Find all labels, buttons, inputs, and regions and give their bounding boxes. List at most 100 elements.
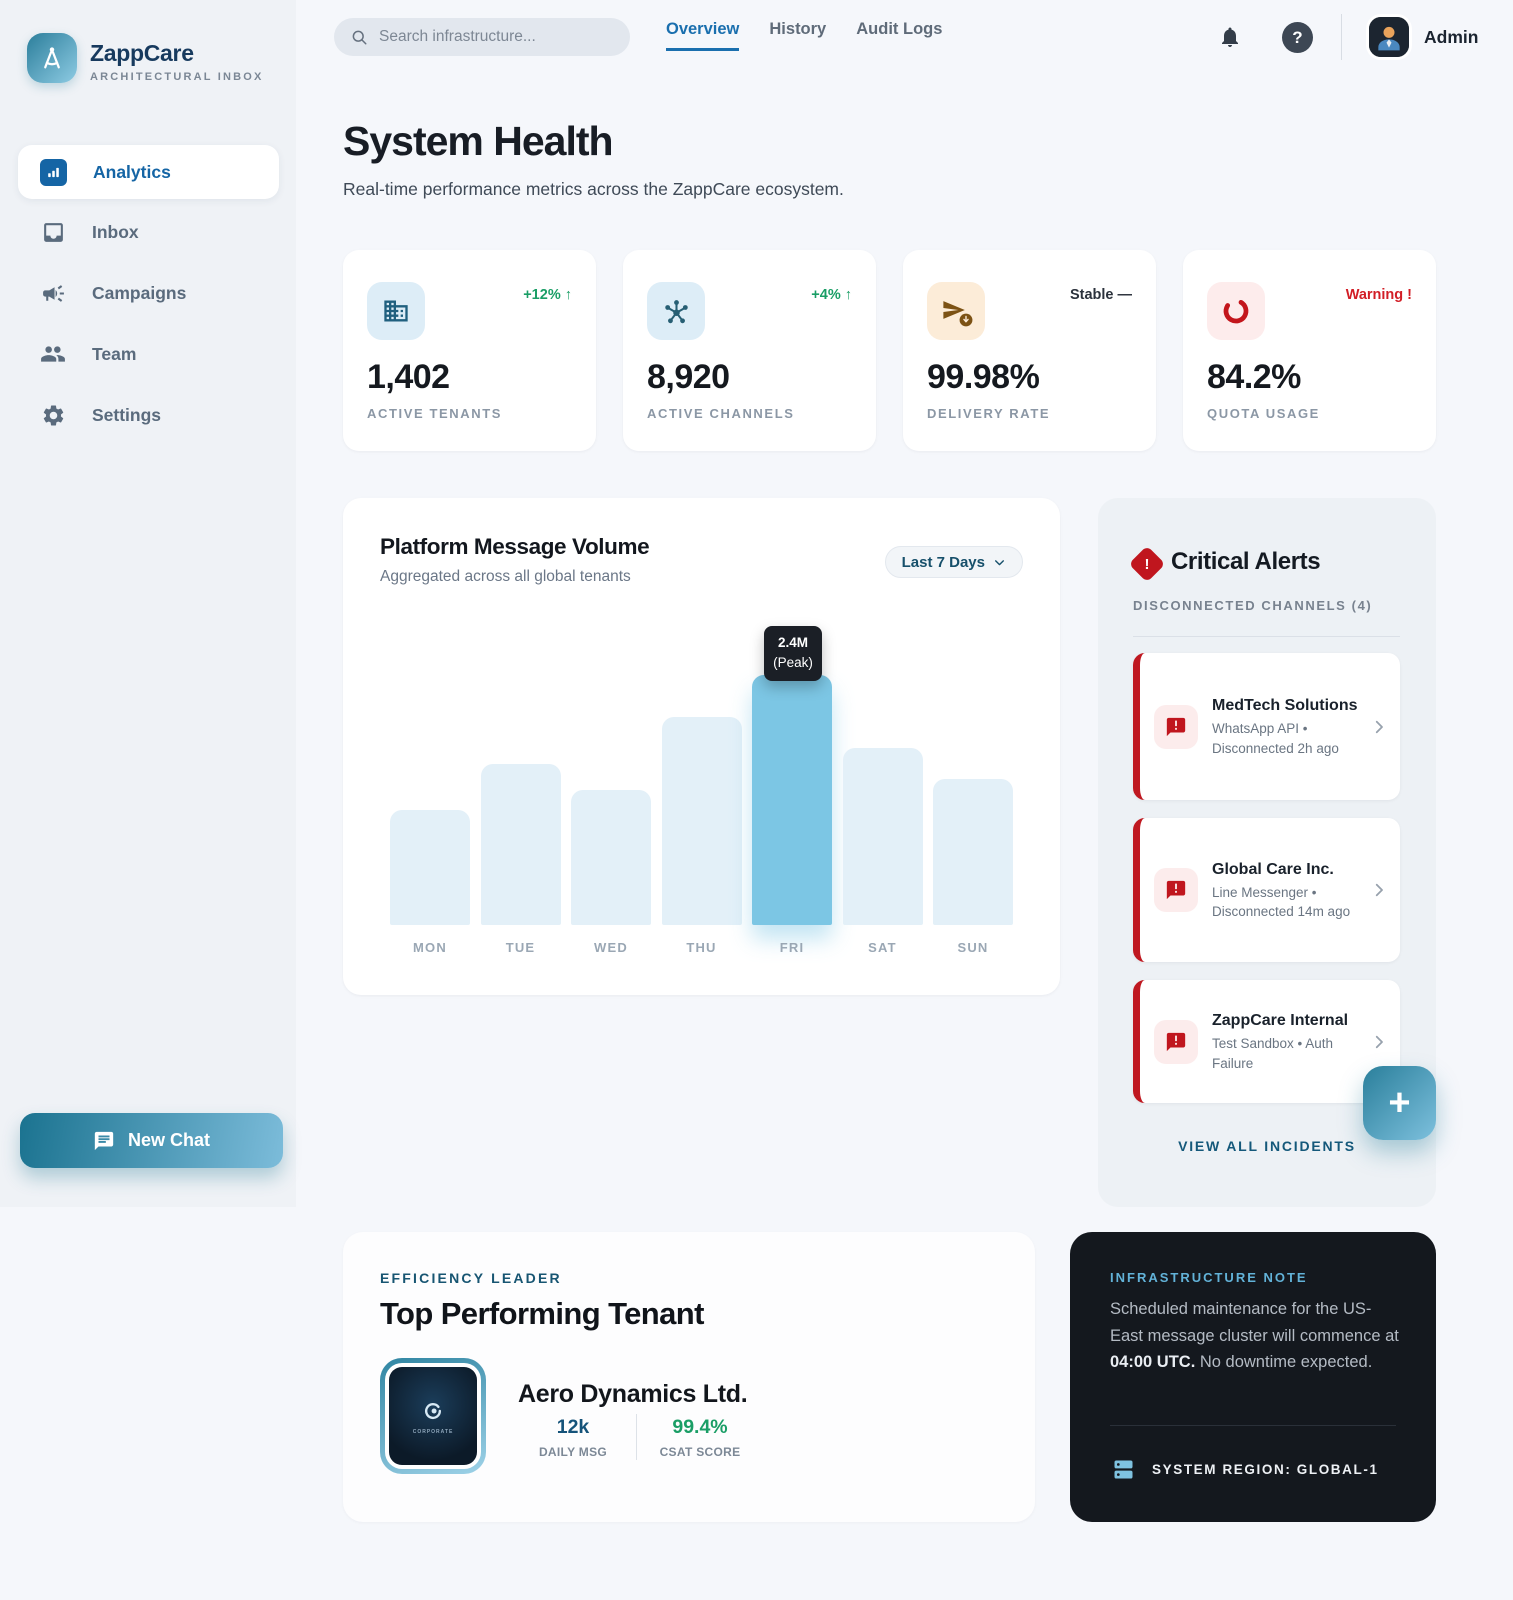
page-title: System Health [343, 118, 614, 164]
stat-label: ACTIVE TENANTS [367, 406, 503, 421]
x-axis-labels: MON TUE WED THU FRI SAT SUN [390, 940, 1013, 955]
csat-label: CSAT SCORE [659, 1444, 741, 1459]
tab-audit-logs[interactable]: Audit Logs [856, 20, 943, 38]
x-tick: FRI [779, 940, 805, 955]
people-icon [40, 341, 66, 367]
tooltip-value: 2.4M [777, 635, 808, 650]
alert-bubble-icon [1154, 868, 1198, 912]
chevron-right-icon[interactable] [1370, 881, 1388, 899]
alert-title: MedTech Solutions [1212, 697, 1358, 715]
bar-sun[interactable] [933, 779, 1013, 925]
megaphone-icon [40, 280, 66, 306]
sidebar-item-settings[interactable]: Settings [18, 390, 279, 440]
message-volume-chart-card: Platform Message Volume Aggregated acros… [343, 498, 1060, 995]
bar-mon[interactable] [390, 810, 470, 925]
tenant-eyebrow: EFFICIENCY LEADER [380, 1270, 562, 1286]
chart-title: Platform Message Volume [380, 534, 650, 559]
alert-title: ZappCare Internal [1212, 1012, 1349, 1030]
add-button[interactable]: + [1363, 1066, 1436, 1140]
tenant-stats: 12k DAILY MSG 99.4% CSAT SCORE [518, 1414, 755, 1460]
gear-icon [40, 402, 66, 428]
avatar[interactable] [1369, 17, 1409, 57]
plus-icon: + [1388, 1081, 1411, 1124]
sidebar-item-label: Team [92, 343, 137, 364]
view-all-incidents-link[interactable]: VIEW ALL INCIDENTS [1178, 1138, 1356, 1154]
alert-card-zappcare-internal[interactable]: ZappCare Internal Test Sandbox • Auth Fa… [1133, 980, 1400, 1103]
search-input[interactable] [379, 28, 599, 46]
bar-fri[interactable] [752, 675, 832, 925]
x-tick: SUN [957, 940, 989, 955]
search-bar[interactable] [334, 18, 630, 56]
note-eyebrow: INFRASTRUCTURE NOTE [1110, 1270, 1308, 1285]
chart-subtitle: Aggregated across all global tenants [380, 568, 631, 585]
hub-icon [647, 282, 705, 340]
stat-card-active-channels: +4% ↑ 8,920 ACTIVE CHANNELS [623, 250, 876, 451]
stat-card-quota-usage: Warning ! 84.2% QUOTA USAGE [1183, 250, 1436, 451]
alert-diamond-icon: ! [1128, 545, 1166, 583]
sidebar-item-label: Campaigns [92, 282, 187, 303]
chevron-right-icon[interactable] [1370, 1033, 1388, 1051]
tenant-name: Aero Dynamics Ltd. [518, 1380, 748, 1408]
stat-label: ACTIVE CHANNELS [647, 406, 795, 421]
x-tick: MON [413, 940, 447, 955]
sidebar-item-team[interactable]: Team [18, 329, 279, 379]
alerts-title: Critical Alerts [1171, 548, 1321, 575]
brand-name: ZappCare [90, 40, 194, 66]
sidebar: ZappCare ARCHITECTURAL INBOX Analytics I… [0, 0, 296, 1207]
alert-title: Global Care Inc. [1212, 860, 1334, 878]
bar-wed[interactable] [571, 790, 651, 925]
bar-chart-icon [40, 158, 67, 186]
quota-arc-icon [1207, 282, 1265, 340]
daily-msg-label: DAILY MSG [538, 1444, 608, 1459]
tenant-logo: CORPORATE [380, 1358, 486, 1474]
alert-detail: Test Sandbox • Auth Failure [1212, 1036, 1334, 1071]
note-divider [1110, 1425, 1396, 1426]
tab-history[interactable]: History [769, 20, 827, 38]
stat-trend: +12% ↑ [523, 287, 572, 303]
date-range-dropdown[interactable]: Last 7 Days [884, 546, 1023, 578]
chevron-right-icon[interactable] [1370, 718, 1388, 736]
sidebar-item-campaigns[interactable]: Campaigns [18, 268, 279, 318]
server-icon [1110, 1456, 1137, 1483]
sidebar-item-label: Analytics [93, 161, 171, 182]
alert-bubble-icon [1154, 1019, 1198, 1064]
sidebar-item-analytics[interactable]: Analytics [18, 145, 279, 199]
chevron-down-icon [993, 556, 1006, 569]
tenant-title: Top Performing Tenant [380, 1296, 704, 1331]
compass-icon [38, 44, 66, 72]
stat-label: QUOTA USAGE [1207, 406, 1320, 421]
tab-overview[interactable]: Overview [666, 20, 740, 51]
help-icon[interactable]: ? [1282, 22, 1313, 53]
page-subtitle: Real-time performance metrics across the… [343, 179, 844, 199]
sidebar-item-inbox[interactable]: Inbox [18, 207, 279, 257]
alert-card-globalcare[interactable]: Global Care Inc. Line Messenger • Discon… [1133, 818, 1400, 962]
stat-label: DELIVERY RATE [927, 406, 1051, 421]
alert-card-medtech[interactable]: MedTech Solutions WhatsApp API • Disconn… [1133, 653, 1400, 800]
bar-tue[interactable] [480, 764, 561, 925]
stat-trend: Stable — [1069, 287, 1132, 303]
system-region-label: SYSTEM REGION: GLOBAL-1 [1152, 1462, 1379, 1477]
chat-icon [93, 1130, 115, 1152]
bar-sat[interactable] [842, 748, 923, 925]
top-tenant-card: EFFICIENCY LEADER Top Performing Tenant … [343, 1232, 1035, 1522]
notifications-bell-icon[interactable] [1216, 22, 1244, 52]
infrastructure-note-card: INFRASTRUCTURE NOTE Scheduled maintenanc… [1070, 1232, 1436, 1522]
x-tick: TUE [505, 940, 536, 955]
stat-value: 84.2% [1207, 358, 1301, 396]
building-icon [367, 282, 425, 340]
new-chat-button[interactable]: New Chat [20, 1113, 283, 1168]
sidebar-item-label: Settings [92, 404, 162, 425]
inbox-icon [40, 219, 66, 245]
alerts-divider [1133, 636, 1400, 637]
bar-chart [390, 675, 1013, 925]
stat-value: 1,402 [367, 358, 450, 396]
bar-thu[interactable] [661, 717, 742, 925]
tooltip-caption: (Peak) [773, 655, 813, 671]
x-tick: THU [686, 940, 717, 955]
alert-bubble-icon [1154, 704, 1198, 749]
tenant-logo-caption: CORPORATE [412, 1428, 454, 1435]
sidebar-item-label: Inbox [92, 221, 139, 242]
header-divider [1341, 14, 1342, 60]
date-range-label: Last 7 Days [901, 553, 985, 571]
send-icon [927, 282, 985, 340]
